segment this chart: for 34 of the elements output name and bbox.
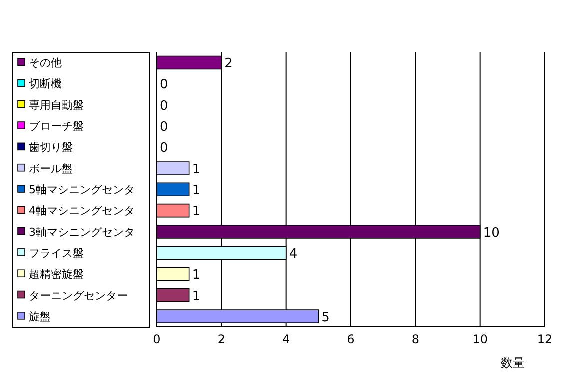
- data-label: 1: [192, 162, 201, 178]
- y-tick-label: ターニングセンター: [29, 289, 128, 302]
- data-label: 1: [192, 289, 201, 304]
- x-tick-label: 6: [347, 332, 355, 347]
- data-label: 1: [192, 204, 201, 220]
- y-tick-label: 超精密旋盤: [29, 268, 84, 282]
- y-tick-label: ブローチ盤: [29, 120, 84, 134]
- data-label: 0: [160, 141, 168, 156]
- data-label: 4: [289, 246, 298, 262]
- y-tick-label: 切断機: [29, 78, 62, 91]
- y-tick-label: 旋盤: [29, 310, 51, 324]
- x-tick-label: 10: [472, 332, 488, 347]
- y-tick-label: 3軸マシニングセンタ: [29, 226, 135, 239]
- x-tick-label: 2: [218, 332, 226, 347]
- data-label: 0: [160, 120, 168, 136]
- x-axis-title: 数量: [501, 356, 525, 370]
- x-tick-label: 8: [412, 332, 420, 347]
- y-tick-label: 専用自動盤: [29, 98, 84, 112]
- x-tick-label: 0: [153, 332, 161, 347]
- x-tick-label: 12: [537, 332, 553, 347]
- y-tick-label: ボール盤: [29, 162, 73, 176]
- data-label: 1: [192, 268, 201, 284]
- data-label: 0: [160, 78, 168, 93]
- data-label: 1: [192, 184, 201, 198]
- y-tick-label: フライス盤: [29, 246, 84, 260]
- y-tick-label: 歯切り盤: [29, 141, 73, 154]
- y-tick-label: 5軸マシニングセンタ: [29, 184, 135, 196]
- x-tick-label: 4: [282, 332, 290, 347]
- data-label: 2: [224, 56, 233, 72]
- data-label: 0: [160, 98, 168, 114]
- data-label: 5: [322, 310, 330, 326]
- y-tick-label: その他: [29, 56, 62, 70]
- data-label: 10: [483, 226, 500, 241]
- y-tick-label: 4軸マシニングセンタ: [29, 204, 135, 218]
